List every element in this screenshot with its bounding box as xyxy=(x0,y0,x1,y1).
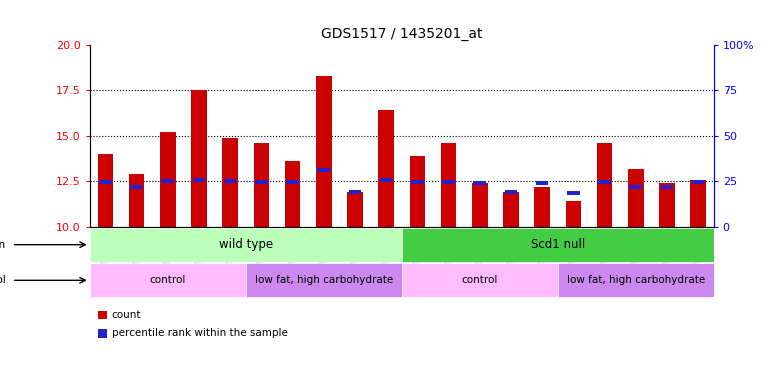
Bar xyxy=(130,185,143,189)
Bar xyxy=(567,191,580,195)
Bar xyxy=(378,111,394,227)
Bar xyxy=(286,180,299,184)
Bar xyxy=(411,180,424,184)
Bar xyxy=(690,180,706,227)
Text: protocol: protocol xyxy=(0,275,5,285)
Bar xyxy=(191,90,207,227)
Bar xyxy=(629,185,642,189)
Bar xyxy=(90,263,246,297)
Bar xyxy=(659,183,675,227)
Bar xyxy=(285,161,300,227)
Bar xyxy=(402,263,558,297)
Bar xyxy=(349,190,361,194)
Bar xyxy=(442,180,455,184)
Bar xyxy=(98,154,113,227)
Bar xyxy=(254,143,269,227)
Bar xyxy=(472,183,488,227)
Bar xyxy=(441,143,456,227)
Bar xyxy=(558,263,714,297)
Bar xyxy=(402,228,714,262)
Bar xyxy=(692,180,704,184)
Bar xyxy=(255,180,268,184)
Text: control: control xyxy=(462,275,498,285)
Bar xyxy=(598,180,611,184)
Title: GDS1517 / 1435201_at: GDS1517 / 1435201_at xyxy=(321,27,483,41)
Bar xyxy=(380,178,392,183)
Bar xyxy=(534,187,550,227)
Bar xyxy=(473,181,486,185)
Text: genotype/variation: genotype/variation xyxy=(0,240,5,250)
Bar xyxy=(503,192,519,227)
Bar xyxy=(99,180,112,184)
Text: control: control xyxy=(150,275,186,285)
Text: wild type: wild type xyxy=(218,238,273,251)
Text: low fat, high carbohydrate: low fat, high carbohydrate xyxy=(254,275,393,285)
Bar xyxy=(161,179,174,183)
Bar xyxy=(628,169,644,227)
Bar xyxy=(222,138,238,227)
Bar xyxy=(661,185,673,189)
Bar xyxy=(597,143,612,227)
Bar xyxy=(90,228,402,262)
Bar xyxy=(193,178,205,183)
Bar xyxy=(246,263,402,297)
Bar xyxy=(160,132,176,227)
Bar xyxy=(536,181,548,185)
Bar xyxy=(224,179,236,183)
Bar xyxy=(566,201,581,227)
Bar xyxy=(410,156,425,227)
Bar xyxy=(317,168,330,172)
Bar xyxy=(347,192,363,227)
Text: count: count xyxy=(112,310,141,320)
Text: low fat, high carbohydrate: low fat, high carbohydrate xyxy=(566,275,705,285)
Bar xyxy=(316,76,332,227)
Bar xyxy=(129,174,144,227)
Text: Scd1 null: Scd1 null xyxy=(530,238,585,251)
Text: percentile rank within the sample: percentile rank within the sample xyxy=(112,328,287,338)
Bar xyxy=(505,190,517,194)
